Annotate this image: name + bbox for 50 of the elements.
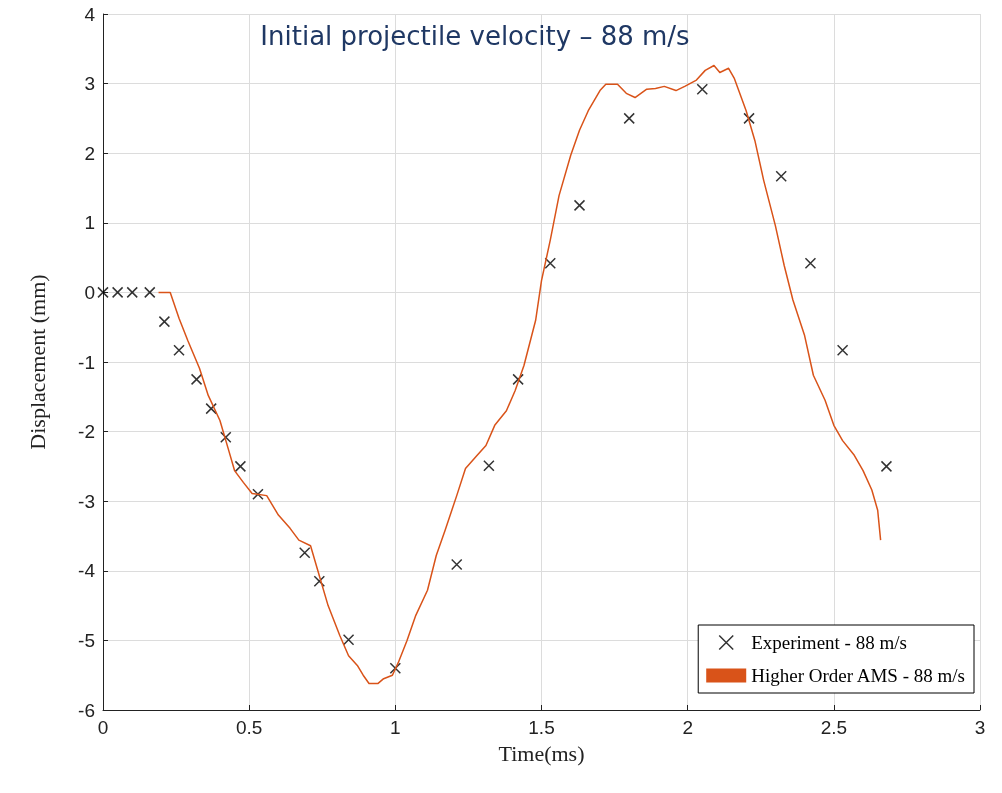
point	[111, 286, 124, 299]
y-tick-label: 1	[84, 212, 95, 234]
x-tick-label: 2	[682, 717, 693, 738]
y-tick-label: -1	[78, 351, 95, 373]
x-tick-label: 3	[974, 717, 986, 738]
point	[696, 83, 709, 95]
y-tick-label: -4	[78, 560, 96, 582]
point	[298, 546, 311, 559]
point	[483, 459, 495, 472]
x-tick-label: 0	[97, 717, 109, 738]
point	[190, 373, 203, 386]
y-tick-label: -5	[78, 629, 95, 651]
point	[158, 315, 171, 328]
point	[234, 460, 247, 473]
y-tick-label: -2	[78, 421, 95, 443]
point	[775, 170, 787, 182]
point	[880, 460, 893, 473]
point	[743, 112, 755, 125]
point	[97, 286, 109, 299]
y-tick-label: 3	[84, 73, 95, 95]
point	[389, 662, 402, 674]
point	[173, 344, 185, 356]
legend-label: Experiment - 88 m/s	[751, 632, 907, 653]
y-axis-title: Displacement (mm)	[24, 274, 50, 450]
x-tick-label: 1	[390, 717, 401, 738]
point	[205, 402, 217, 415]
y-tick-label: -6	[78, 699, 95, 721]
point	[836, 344, 849, 356]
x-tick-label: 2.5	[820, 717, 848, 738]
point	[342, 633, 355, 646]
y-tick-label: 4	[84, 3, 96, 25]
x-tick-label: 0.5	[235, 717, 263, 738]
point	[144, 286, 156, 299]
point	[544, 257, 557, 269]
point	[126, 286, 138, 299]
point	[252, 488, 264, 500]
point	[313, 575, 326, 587]
point	[573, 199, 586, 212]
point	[220, 431, 232, 443]
point	[450, 558, 463, 571]
x-tick-label: 1.5	[528, 717, 555, 738]
y-tick-label: 0	[84, 281, 95, 303]
chart-title: Initial projectile velocity – 88 m/s	[260, 21, 690, 51]
legend-label: Higher Order AMS - 88 m/s	[751, 665, 965, 686]
point	[804, 257, 817, 269]
y-tick-label: -3	[78, 490, 95, 512]
point	[623, 112, 635, 125]
y-tick-label: 2	[84, 142, 95, 164]
point	[512, 373, 524, 386]
x-axis-title: Time(ms)	[498, 740, 585, 766]
